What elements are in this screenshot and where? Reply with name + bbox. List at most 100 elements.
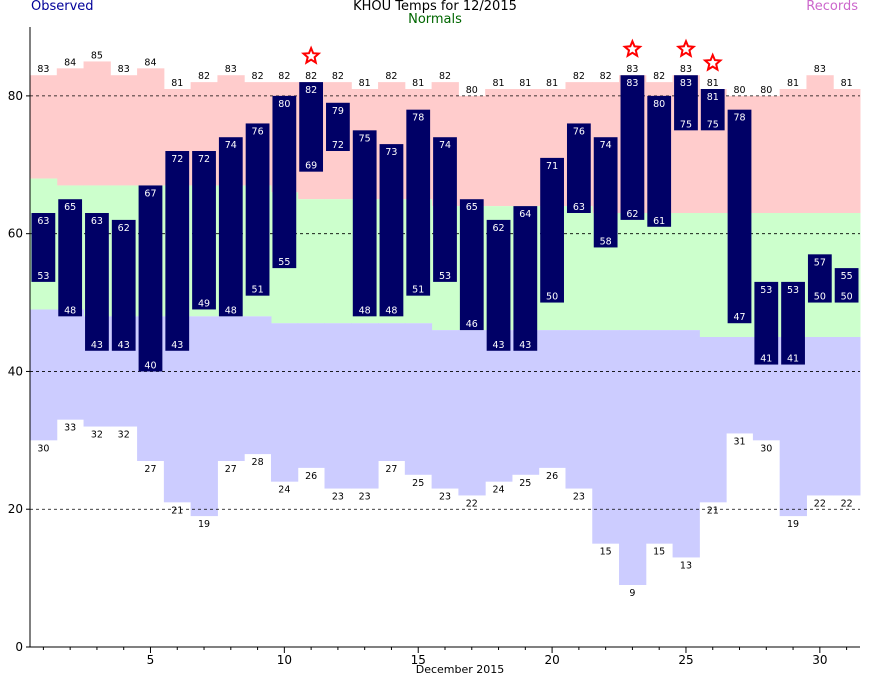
- observed-bar: [58, 199, 83, 317]
- observed-high-label: 73: [385, 147, 397, 158]
- observed-high-label: 78: [733, 113, 745, 124]
- observed-high-label: 55: [841, 271, 853, 282]
- chart-title: KHOU Temps for 12/2015: [353, 0, 517, 14]
- record-high-label: 82: [600, 71, 612, 82]
- record-low-label: 26: [305, 471, 317, 482]
- record-low-label: 22: [841, 498, 853, 509]
- observed-low-label: 43: [91, 340, 103, 351]
- record-low-band: [592, 330, 620, 544]
- record-low-label: 26: [546, 471, 558, 482]
- observed-low-label: 75: [707, 119, 719, 130]
- record-low-label: 32: [91, 430, 103, 441]
- record-high-band: [485, 89, 513, 207]
- observed-bar: [647, 95, 672, 227]
- observed-bar: [433, 137, 457, 282]
- normal-band: [297, 199, 326, 324]
- observed-low-label: 53: [439, 271, 451, 282]
- observed-high-label: 76: [573, 126, 585, 137]
- record-high-label: 82: [305, 71, 317, 82]
- record-high-label: 80: [733, 85, 745, 96]
- observed-high-label: 65: [64, 202, 76, 213]
- record-low-band: [297, 323, 326, 468]
- observed-high-label: 75: [359, 133, 371, 144]
- observed-high-label: 53: [787, 285, 799, 296]
- record-low-label: 27: [225, 464, 237, 475]
- observed-bar: [85, 213, 109, 351]
- record-high-label: 82: [439, 71, 451, 82]
- record-high-label: 83: [37, 64, 49, 75]
- x-tick-label: 15: [411, 653, 426, 667]
- record-high-label: 81: [707, 78, 719, 89]
- record-low-label: 21: [707, 505, 719, 516]
- observed-bar: [31, 213, 56, 282]
- observed-low-label: 43: [493, 340, 505, 351]
- observed-high-label: 65: [466, 202, 478, 213]
- normal-band: [645, 213, 674, 331]
- observed-low-label: 48: [64, 305, 76, 316]
- observed-low-label: 43: [519, 340, 531, 351]
- record-low-label: 23: [439, 492, 451, 503]
- record-high-band: [30, 75, 58, 179]
- record-high-label: 82: [278, 71, 290, 82]
- record-high-band: [110, 75, 138, 186]
- observed-low-label: 48: [385, 305, 397, 316]
- y-tick-label: 40: [8, 364, 23, 378]
- record-low-label: 28: [252, 457, 264, 468]
- observed-bar: [781, 281, 805, 365]
- observed-low-label: 48: [225, 305, 237, 316]
- record-high-label: 83: [118, 64, 130, 75]
- observed-low-label: 72: [332, 140, 344, 151]
- record-low-label: 23: [332, 492, 344, 503]
- observed-low-label: 47: [733, 312, 745, 323]
- record-high-label: 82: [332, 71, 344, 82]
- record-low-label: 25: [412, 478, 424, 489]
- normal-band: [619, 213, 647, 331]
- record-high-label: 85: [91, 50, 103, 61]
- observed-high-label: 74: [225, 140, 237, 151]
- observed-bar: [727, 109, 752, 324]
- legend-normals: Normals: [408, 12, 462, 27]
- record-low-band: [726, 337, 754, 434]
- record-high-label: 83: [814, 64, 826, 75]
- record-high-band: [779, 89, 807, 213]
- record-low-band: [458, 330, 486, 496]
- record-high-band: [83, 61, 111, 186]
- record-low-band: [351, 323, 379, 489]
- observed-high-label: 80: [278, 99, 290, 110]
- record-high-star: [301, 45, 322, 65]
- observed-high-label: 83: [626, 78, 638, 89]
- record-high-label: 81: [493, 78, 505, 89]
- observed-bar: [299, 82, 324, 172]
- record-high-star: [675, 38, 697, 58]
- observed-high-label: 80: [653, 99, 665, 110]
- observed-bar: [192, 151, 216, 310]
- observed-low-label: 43: [118, 340, 130, 351]
- observed-bar: [620, 75, 645, 220]
- record-low-band: [190, 316, 218, 517]
- observed-bar: [326, 102, 350, 151]
- record-high-label: 83: [680, 64, 692, 75]
- observed-bar: [834, 268, 859, 303]
- record-high-label: 81: [841, 78, 853, 89]
- record-high-label: 81: [412, 78, 424, 89]
- normal-band: [324, 199, 352, 324]
- observed-bar: [379, 144, 404, 317]
- record-low-label: 30: [760, 443, 772, 454]
- record-high-band: [56, 68, 85, 186]
- record-low-band: [806, 337, 834, 496]
- observed-high-label: 74: [600, 140, 612, 151]
- observed-high-label: 63: [37, 216, 49, 227]
- observed-low-label: 40: [144, 360, 156, 371]
- record-low-label: 32: [118, 430, 130, 441]
- observed-low-label: 43: [171, 340, 183, 351]
- record-high-band: [458, 95, 486, 207]
- record-high-label: 81: [359, 78, 371, 89]
- observed-bar: [245, 123, 270, 296]
- record-high-label: 83: [626, 64, 638, 75]
- observed-low-label: 63: [573, 202, 585, 213]
- x-tick-label: 25: [678, 653, 693, 667]
- observed-high-label: 72: [198, 154, 210, 165]
- record-low-label: 27: [144, 464, 156, 475]
